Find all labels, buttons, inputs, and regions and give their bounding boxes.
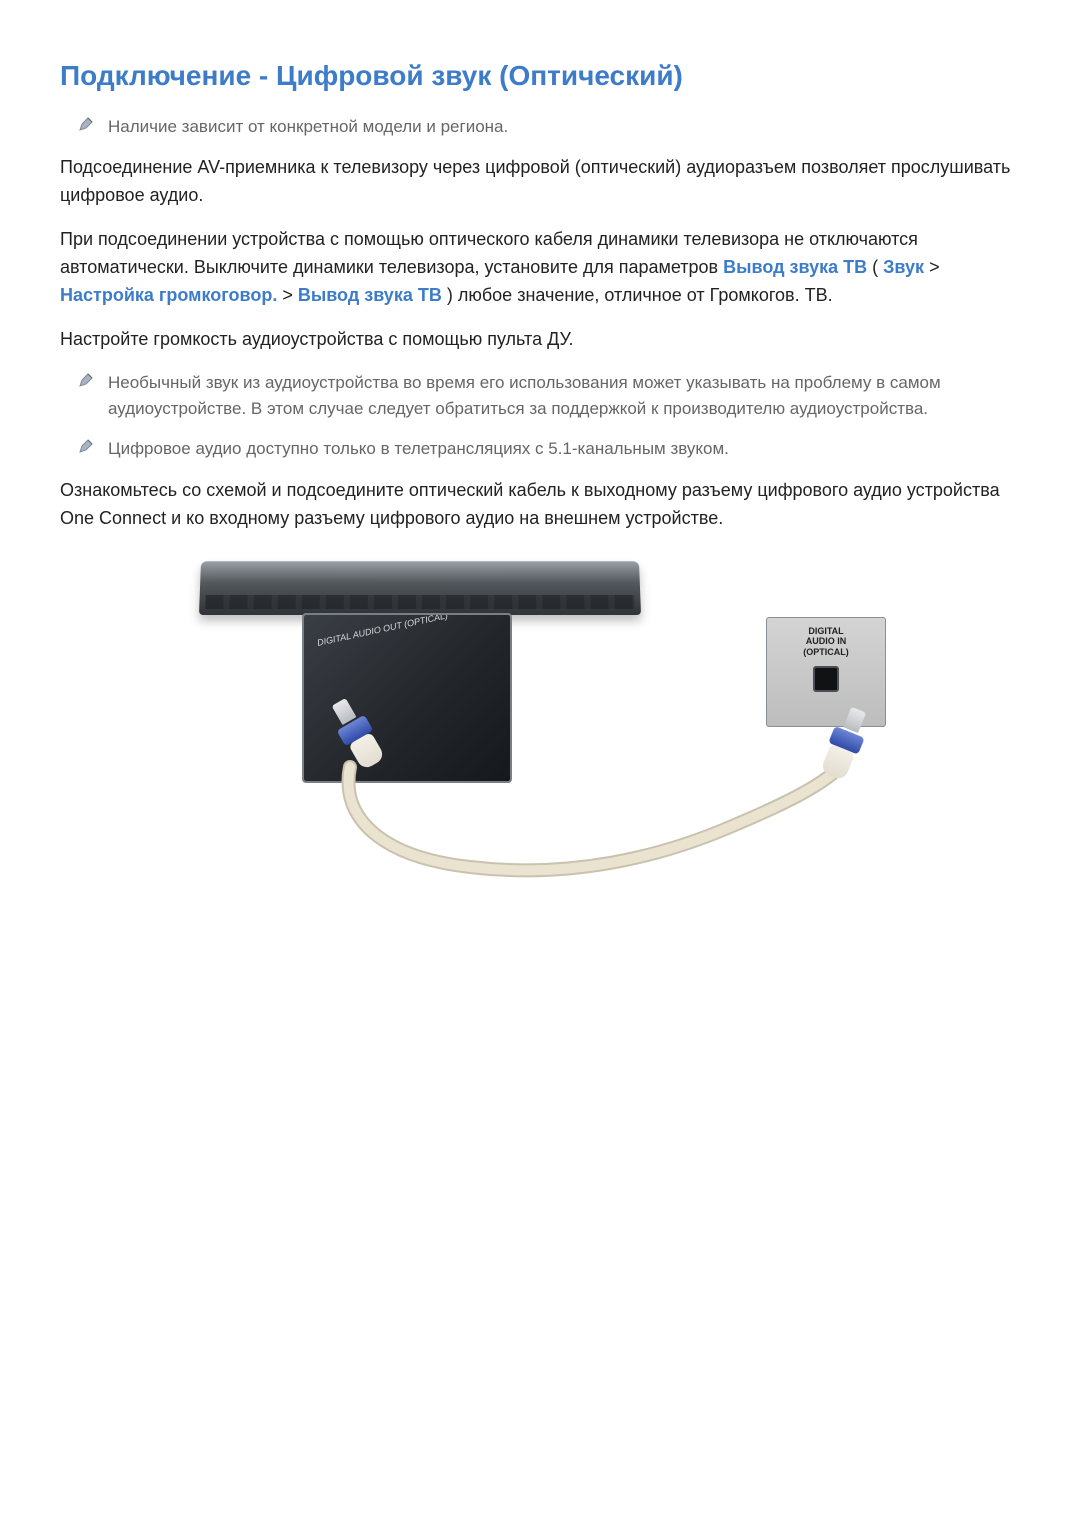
paragraph-intro: Подсоединение AV-приемника к телевизору … bbox=[60, 154, 1020, 210]
connection-diagram: DIGITAL AUDIO OUT (OPTICAL) DIGITAL AUDI… bbox=[60, 557, 1020, 917]
link-sound[interactable]: Звук bbox=[883, 257, 924, 277]
paragraph-diagram-intro: Ознакомьтесь со схемой и подсоедините оп… bbox=[60, 477, 1020, 533]
note-text: Необычный звук из аудиоустройства во вре… bbox=[108, 370, 1020, 423]
link-tv-audio-out-2[interactable]: Вывод звука ТВ bbox=[298, 285, 442, 305]
note-unusual-sound: Необычный звук из аудиоустройства во вре… bbox=[60, 370, 1020, 423]
text-fragment: > bbox=[929, 257, 940, 277]
text-fragment: ) любое значение, отличное от Громкогов.… bbox=[447, 285, 833, 305]
link-speaker-settings[interactable]: Настройка громкоговор. bbox=[60, 285, 277, 305]
note-5-1-only: Цифровое аудио доступно только в телетра… bbox=[60, 436, 1020, 462]
pencil-icon bbox=[78, 372, 94, 393]
paragraph-volume: Настройте громкость аудиоустройства с по… bbox=[60, 326, 1020, 354]
pencil-icon bbox=[78, 438, 94, 459]
text-fragment: > bbox=[282, 285, 298, 305]
note-availability: Наличие зависит от конкретной модели и р… bbox=[60, 114, 1020, 140]
port-label: DIGITAL AUDIO IN (OPTICAL) bbox=[803, 626, 849, 658]
zoom-panel: DIGITAL AUDIO OUT (OPTICAL) bbox=[302, 613, 512, 783]
paragraph-settings: При подсоединении устройства с помощью о… bbox=[60, 226, 1020, 310]
pencil-icon bbox=[78, 116, 94, 137]
page-title: Подключение - Цифровой звук (Оптический) bbox=[60, 60, 1020, 92]
text-fragment: ( bbox=[872, 257, 878, 277]
one-connect-device bbox=[199, 561, 641, 615]
link-tv-audio-out-1[interactable]: Вывод звука ТВ bbox=[723, 257, 867, 277]
note-text: Наличие зависит от конкретной модели и р… bbox=[108, 114, 508, 140]
optical-port-icon bbox=[813, 666, 839, 692]
external-port-box: DIGITAL AUDIO IN (OPTICAL) bbox=[766, 617, 886, 727]
note-text: Цифровое аудио доступно только в телетра… bbox=[108, 436, 729, 462]
